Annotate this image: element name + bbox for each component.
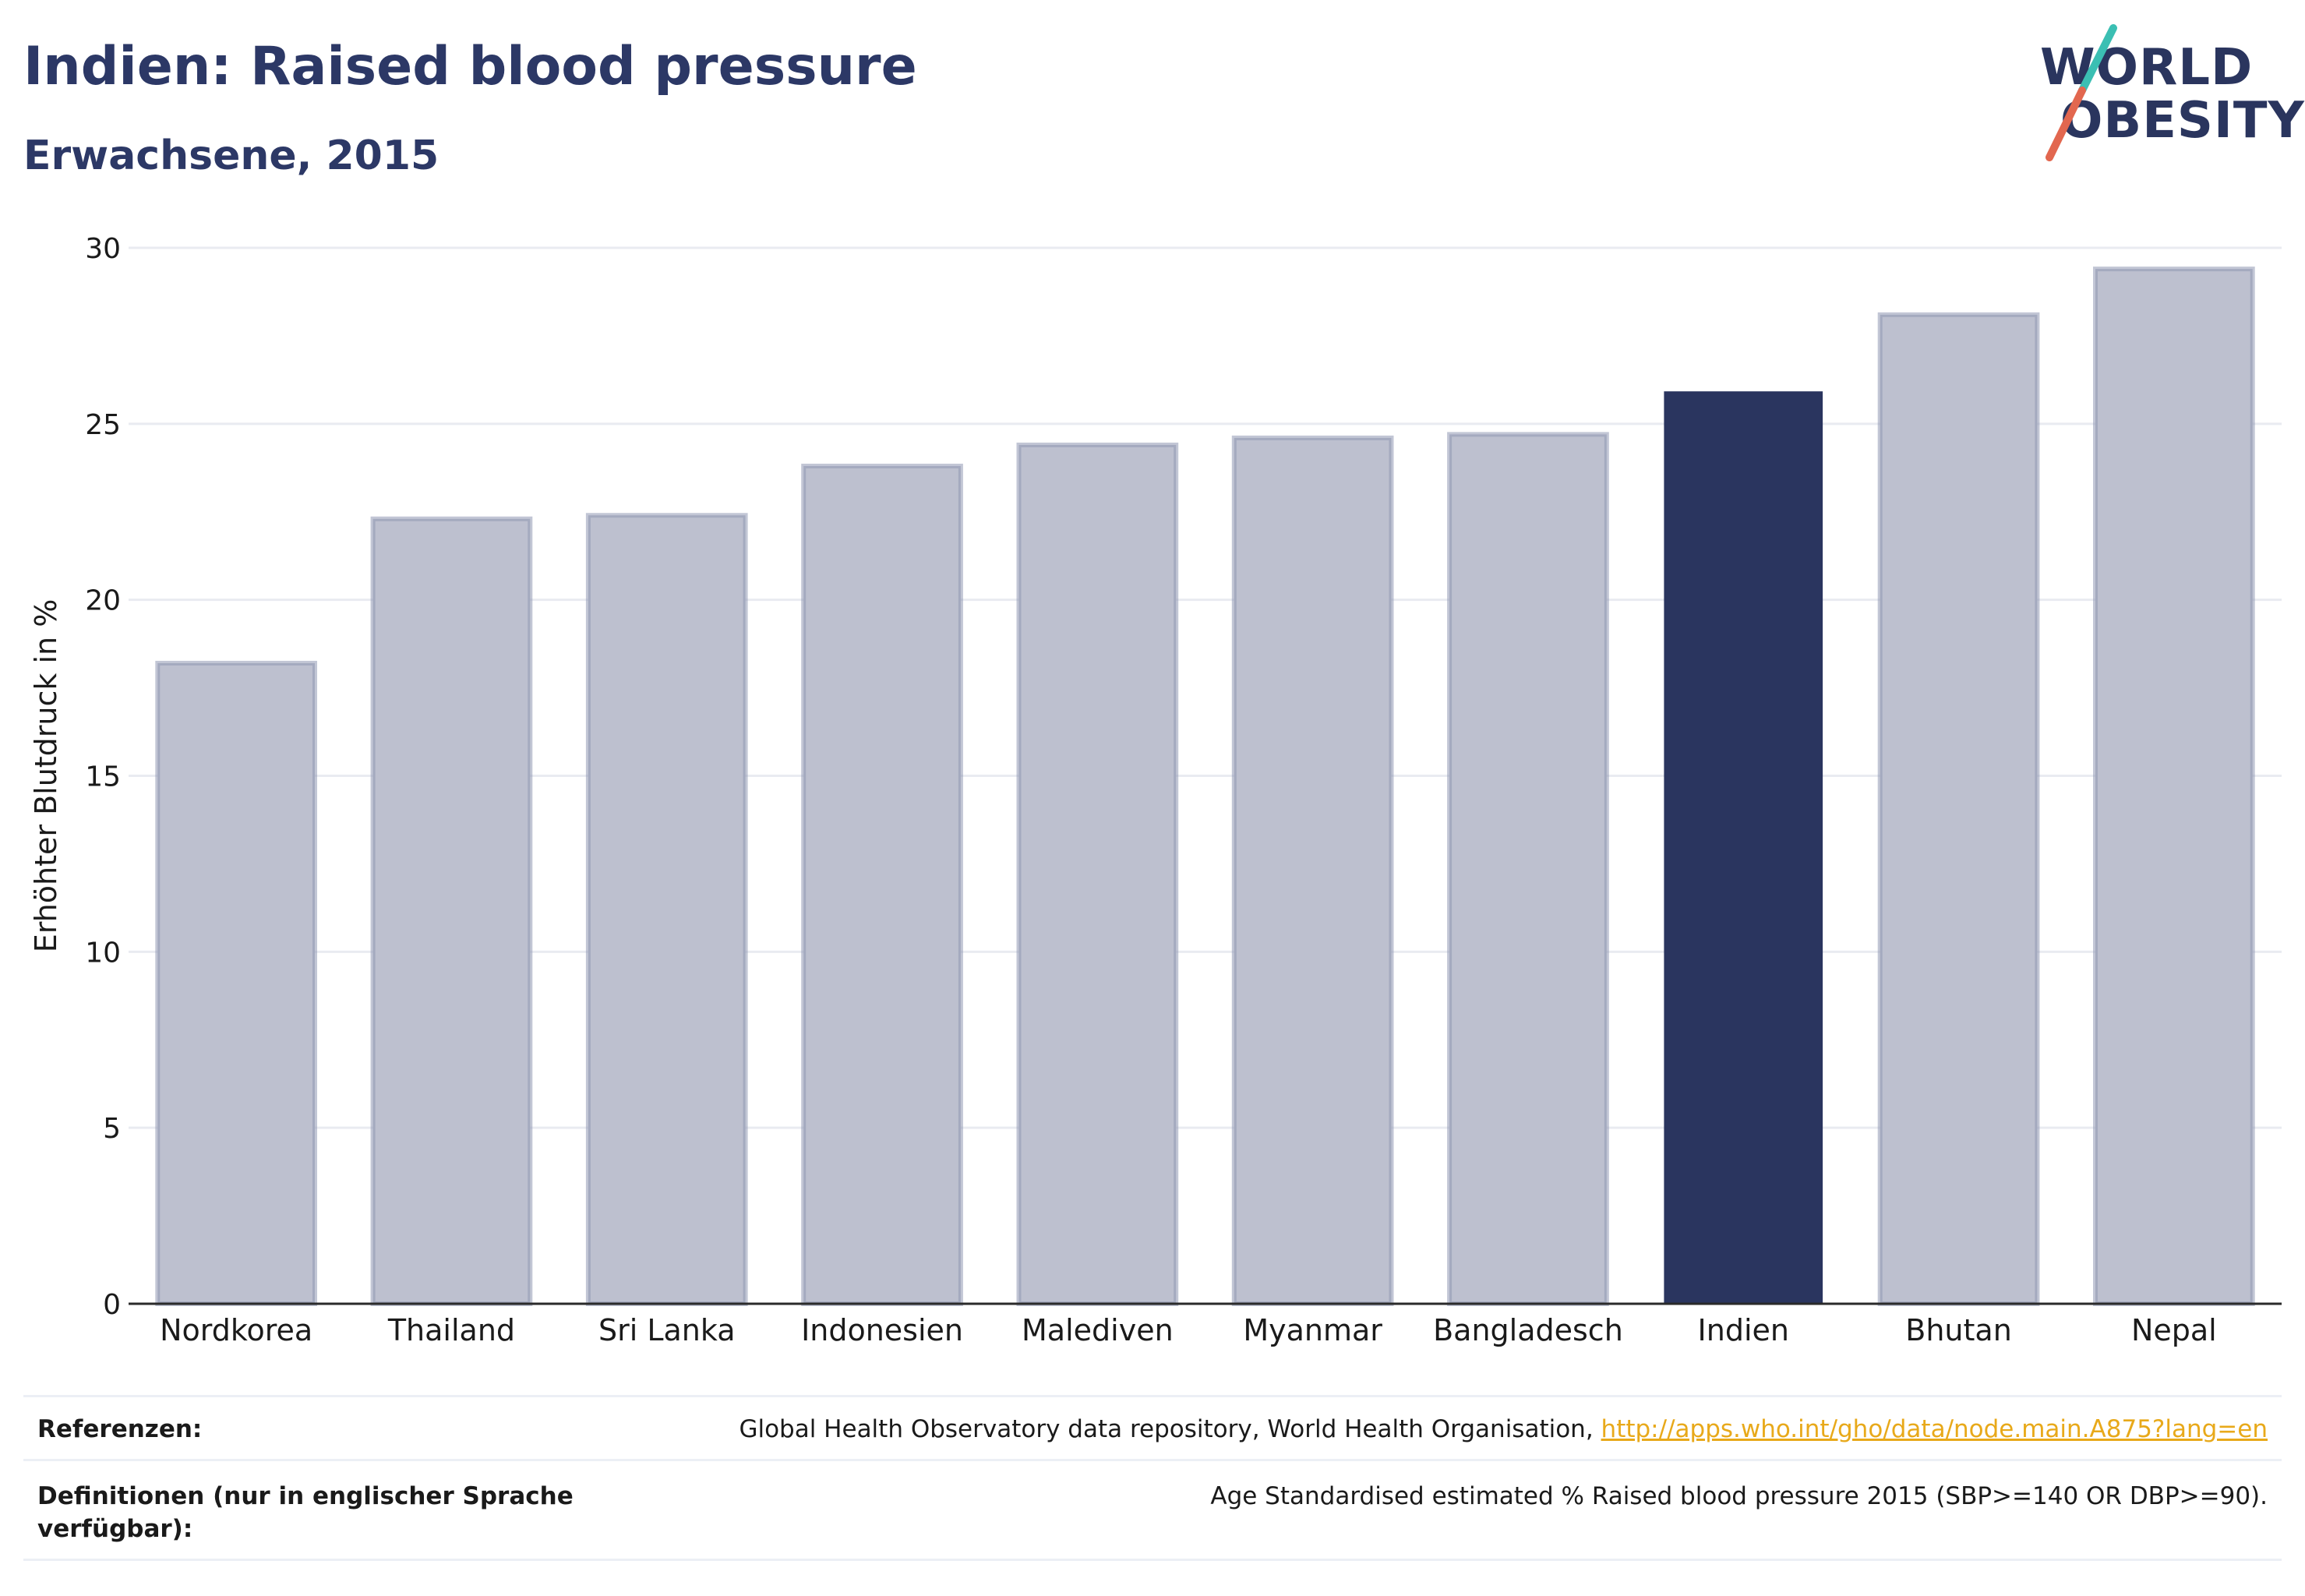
references-label: Referenzen:	[37, 1415, 203, 1443]
x-tick-label-nordkorea: Nordkorea	[160, 1313, 312, 1347]
y-tick-label-10: 10	[85, 937, 121, 969]
axis-labels: 0 5 10 15 20 25 30 Nordkorea Thailand Sri Lanka In…	[85, 233, 2217, 1347]
references-value: Global Health Observatory data repositor…	[739, 1413, 2268, 1446]
bar-sri-lanka	[585, 513, 748, 1306]
chart-subtitle: Erwachsene, 2015	[23, 132, 439, 179]
chart-title: Indien: Raised blood pressure	[23, 36, 917, 97]
bar-nepal	[2093, 267, 2255, 1307]
definitions-value: Age Standardised estimated % Raised bloo…	[1210, 1482, 2268, 1510]
x-tick-label-sri-lanka: Sri Lanka	[598, 1313, 736, 1347]
bar-bangladesch	[1447, 432, 1609, 1307]
bar-chart: 0 5 10 15 20 25 30 Nordkorea Thailand Sri Lanka In…	[29, 233, 2282, 1347]
footer-definitions: Definitionen (nur in englischer Sprache …	[23, 1459, 2282, 1561]
logo-line-obesity: OBESITY	[2060, 92, 2305, 150]
y-tick-label-25: 25	[85, 409, 121, 441]
bar-myanmar	[1231, 435, 1394, 1306]
logo-slash-icon	[2046, 24, 2117, 161]
y-tick-label-5: 5	[103, 1113, 121, 1145]
references-link[interactable]: http://apps.who.int/gho/data/node.main.A…	[1601, 1415, 2268, 1443]
bar-thailand	[370, 516, 533, 1306]
y-tick-label-20: 20	[85, 585, 121, 617]
y-axis-label: Erhöhter Blutdruck in %	[29, 599, 63, 953]
x-tick-label-nepal: Nepal	[2131, 1313, 2217, 1347]
logo-line-world: WORLD	[2040, 39, 2254, 97]
y-tick-label-0: 0	[103, 1289, 121, 1321]
x-tick-label-indonesien: Indonesien	[801, 1313, 963, 1347]
x-tick-label-bangladesch: Bangladesch	[1433, 1313, 1623, 1347]
x-tick-label-bhutan: Bhutan	[1905, 1313, 2012, 1347]
bar-nordkorea	[155, 660, 317, 1306]
references-text: Global Health Observatory data repositor…	[739, 1415, 1601, 1443]
bar-indien	[1664, 391, 1823, 1305]
x-tick-label-malediven: Malediven	[1022, 1313, 1174, 1347]
bars	[155, 267, 2255, 1307]
world-obesity-logo: WORLD OBESITY	[2026, 23, 2304, 171]
definitions-label: Definitionen (nur in englischer Sprache …	[37, 1482, 574, 1543]
bar-bhutan	[1877, 312, 2040, 1307]
y-tick-label-15: 15	[85, 761, 121, 793]
footer-references: Referenzen: Global Health Observatory da…	[23, 1395, 2282, 1461]
x-tick-label-indien: Indien	[1698, 1313, 1789, 1347]
bar-indonesien	[801, 464, 963, 1306]
x-tick-label-thailand: Thailand	[387, 1313, 515, 1347]
y-tick-label-30: 30	[85, 233, 121, 265]
x-tick-label-myanmar: Myanmar	[1243, 1313, 1382, 1347]
bar-malediven	[1016, 442, 1179, 1306]
